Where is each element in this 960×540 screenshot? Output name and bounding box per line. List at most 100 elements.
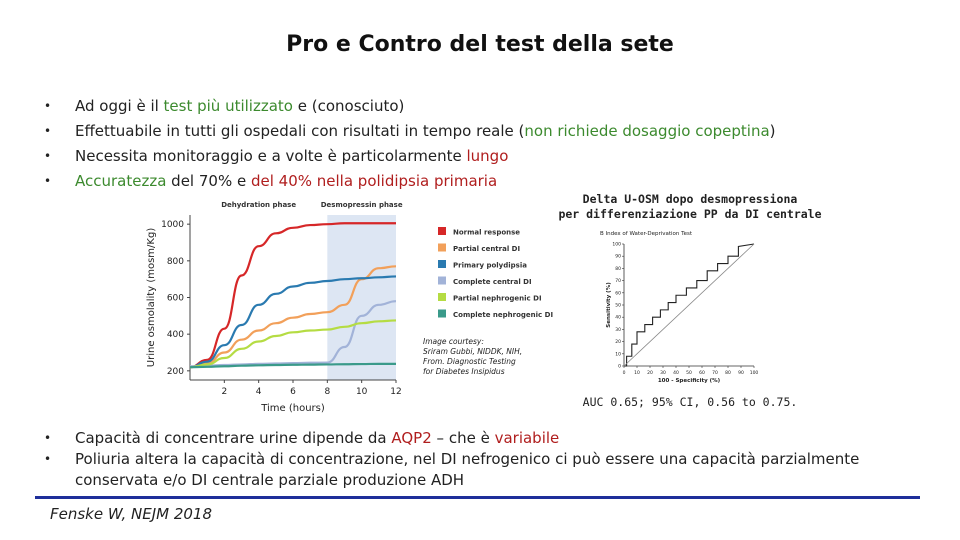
- roc-x-tick-label: 90: [738, 370, 744, 376]
- citation: Fenske W, NEJM 2018: [50, 505, 213, 523]
- roc-x-tick-label: 60: [699, 370, 705, 376]
- urine-osmolality-chart: Dehydration phase Desmopressin phase 2 4 6 8 1…: [140, 195, 560, 415]
- y-tick-label: 800: [167, 257, 184, 267]
- bullet-text: AQP2: [391, 429, 432, 447]
- bullet-list-top: • Ad oggi è il test più utilizzato e (con…: [44, 94, 924, 194]
- roc-chart: B Index of Water-Deprivation Test 0 10 20 30…: [594, 226, 766, 386]
- bullet-list-bottom: • Capacità di concentrare urine dipende d…: [44, 428, 934, 491]
- bullet-dot: •: [44, 124, 52, 138]
- phase-label: Dehydration phase: [221, 201, 296, 209]
- bullet-text: Accuratezza: [75, 172, 167, 190]
- bullet-text: variabile: [494, 429, 560, 447]
- bullet-item: • Ad oggi è il test più utilizzato e (con…: [44, 94, 924, 119]
- roc-caption-line: Delta U-OSM dopo desmopressiona: [582, 192, 798, 206]
- roc-y-tick-label: 70: [615, 278, 621, 284]
- legend-label: Partial nephrogenic DI: [453, 295, 542, 303]
- bullet-dot: •: [44, 149, 52, 163]
- bullet-dot: •: [44, 174, 52, 188]
- series-line-primary-polydipsia: [189, 275, 397, 369]
- bullet-text: ): [769, 122, 776, 140]
- image-courtesy: Image courtesy: Sriram Gubbi, NIDDK, NIH…: [423, 337, 543, 377]
- roc-x-tick-label: 50: [686, 370, 692, 376]
- roc-x-tick-label: 20: [647, 370, 653, 376]
- image-courtesy-line: for Diabetes Insipidus: [423, 367, 505, 376]
- x-tick-label: 4: [256, 387, 262, 397]
- roc-x-tick-label: 10: [634, 370, 640, 376]
- roc-x-tick-label: 30: [660, 370, 666, 376]
- phase-band: [190, 215, 328, 380]
- legend-swatch: [438, 293, 446, 301]
- roc-y-tick-label: 80: [615, 266, 621, 272]
- roc-x-tick-label: 70: [712, 370, 718, 376]
- legend-swatch: [438, 276, 446, 285]
- x-axis-label: Time (hours): [260, 403, 325, 414]
- roc-x-tick-label: 40: [673, 370, 679, 376]
- legend-label: Complete central DI: [453, 278, 532, 286]
- urine-osmolality-chart-svg: Dehydration phase Desmopressin phase 2 4 6 8 1…: [146, 201, 553, 414]
- auc-text: AUC 0.65; 95% CI, 0.56 to 0.75.: [582, 395, 798, 409]
- y-tick-label: 400: [167, 330, 184, 340]
- series-line-partial-nephrogenic-di: [189, 319, 397, 369]
- roc-y-tick-label: 0: [618, 364, 621, 370]
- roc-title: B Index of Water-Deprivation Test: [600, 231, 693, 237]
- legend-label: Partial central DI: [453, 245, 520, 253]
- roc-y-tick-label: 40: [615, 315, 621, 321]
- roc-y-axis-label: Sensitivity (%): [606, 282, 612, 328]
- roc-caption-line: per differenziazione PP da DI centrale: [558, 207, 822, 221]
- bullet-text: Capacità di concentrare urine dipende da: [75, 429, 392, 447]
- image-courtesy-line: From. Diagnostic Testing: [423, 357, 516, 366]
- y-tick-label: 600: [167, 294, 184, 304]
- bullet-text: Necessita monitoraggio e a volte è parti…: [75, 147, 467, 165]
- x-tick-label: 6: [290, 387, 296, 397]
- roc-y-tick-label: 90: [615, 254, 621, 260]
- legend-label: Complete nephrogenic DI: [453, 311, 553, 319]
- bullet-item: • Necessita monitoraggio e a volte è part…: [44, 144, 924, 169]
- bullet-item: • Effettuabile in tutti gli ospedali con …: [44, 119, 924, 144]
- roc-y-tick-label: 20: [615, 339, 621, 345]
- roc-reference-line: [623, 243, 755, 367]
- bullet-dot: •: [44, 452, 52, 466]
- series-line-complete-central-di: [189, 300, 397, 368]
- legend-swatch: [438, 309, 446, 318]
- roc-chart-svg: B Index of Water-Deprivation Test 0 10 20 30…: [600, 231, 759, 384]
- bullet-item: • Capacità di concentrare urine dipende d…: [44, 428, 934, 449]
- series-line-normal-response: [189, 222, 396, 369]
- x-tick-label: 10: [356, 387, 368, 397]
- legend-label: Normal response: [453, 229, 520, 237]
- x-tick-label: 2: [221, 387, 227, 397]
- bullet-text: Ad oggi è il: [75, 97, 164, 115]
- roc-x-tick-label: 80: [725, 370, 731, 376]
- image-courtesy-line: Sriram Gubbi, NIDDK, NIH,: [423, 347, 523, 356]
- y-tick-label: 1000: [161, 220, 184, 230]
- y-axis-label: Urine osmolality (mosm/Kg): [146, 228, 157, 368]
- legend-label: Primary polydipsia: [453, 262, 527, 270]
- bullet-dot: •: [44, 99, 52, 113]
- bullet-text: del 70% e: [166, 172, 251, 190]
- bullet-text: e (conosciuto): [292, 97, 405, 115]
- series-line-complete-nephrogenic-di: [189, 362, 396, 369]
- y-tick-label: 200: [167, 367, 184, 377]
- roc-x-axis-label: 100 - Specificity (%): [658, 378, 721, 384]
- bullet-text: – che è: [431, 429, 495, 447]
- roc-y-tick-label: 50: [615, 303, 621, 309]
- bullet-text: test più utilizzato: [163, 97, 293, 115]
- x-tick-label: 8: [324, 387, 330, 397]
- phase-label: Desmopressin phase: [321, 201, 403, 209]
- roc-y-tick-label: 10: [615, 351, 621, 357]
- roc-x-tick-label: 0: [623, 370, 626, 376]
- roc-x-tick-label: 100: [750, 370, 759, 376]
- legend-swatch: [438, 260, 446, 268]
- slide-title: Pro e Contro del test della sete: [286, 32, 674, 57]
- bullet-text: non richiede dosaggio copeptina: [524, 122, 770, 140]
- footer-rule: [35, 496, 920, 499]
- bullet-text: lungo: [466, 147, 509, 165]
- roc-y-tick-label: 30: [615, 327, 621, 333]
- bullet-text: del 40% nella polidipsia primaria: [250, 172, 498, 190]
- roc-y-tick-label: 100: [612, 242, 621, 248]
- bullet-dot: •: [44, 431, 52, 445]
- roc-caption: Delta U-OSM dopo desmopressiona per diff…: [540, 192, 840, 222]
- phase-band: [327, 215, 396, 380]
- bullet-item: • Poliuria altera la capacità di concentr…: [44, 449, 934, 491]
- roc-y-tick-label: 60: [615, 290, 621, 296]
- x-tick-label: 12: [390, 387, 401, 397]
